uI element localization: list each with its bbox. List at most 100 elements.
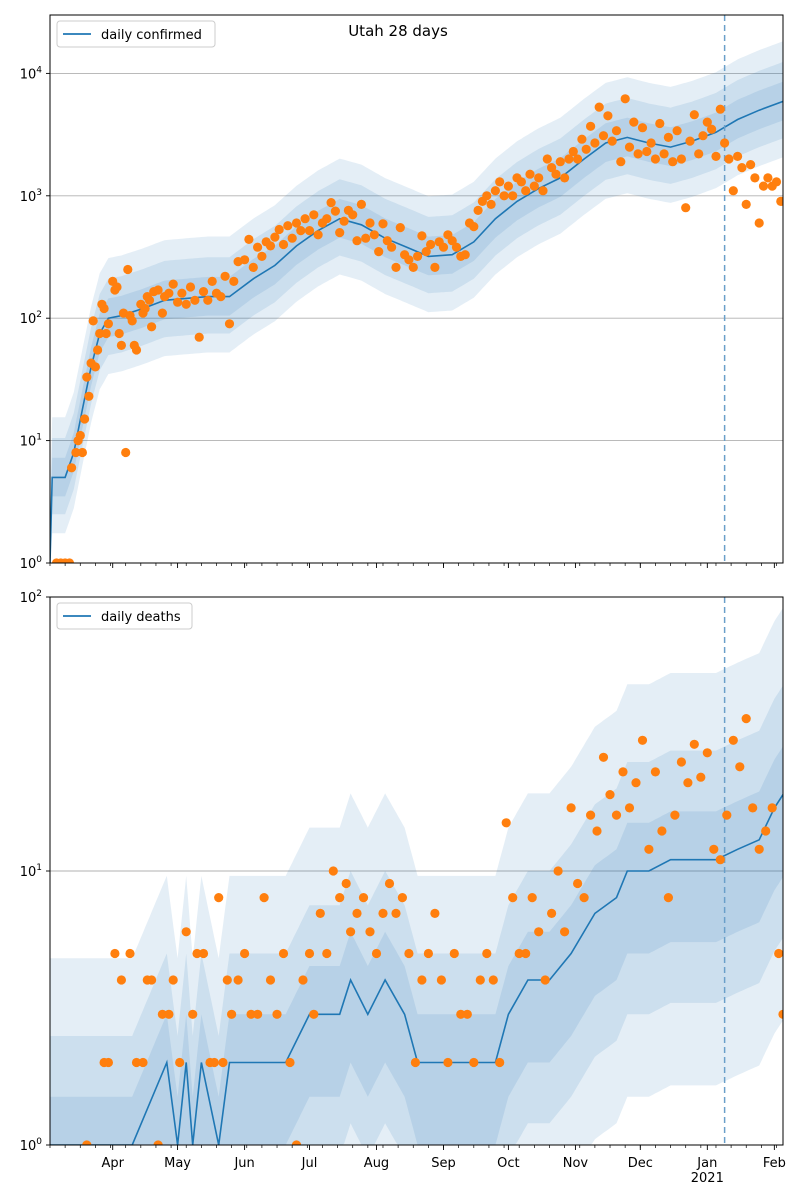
observed-point: [84, 391, 94, 401]
observed-point: [423, 948, 433, 959]
observed-point: [462, 1009, 472, 1019]
observed-point: [709, 844, 719, 854]
plot-area: [50, 15, 783, 563]
y-tick-base: 10: [20, 865, 37, 880]
observed-point: [198, 287, 209, 297]
observed-point: [553, 866, 563, 876]
observed-point: [771, 177, 782, 187]
observed-point: [426, 239, 436, 250]
observed-point: [304, 948, 315, 959]
observed-point: [116, 340, 126, 350]
observed-point: [209, 1057, 219, 1068]
observed-point: [637, 735, 648, 745]
observed-point: [456, 1009, 466, 1019]
observed-point: [521, 948, 531, 959]
observed-point: [315, 908, 325, 919]
observed-point: [216, 292, 226, 302]
observed-point: [285, 1057, 295, 1068]
observed-point: [650, 767, 661, 777]
observed-point: [514, 948, 524, 959]
observed-point: [469, 1057, 479, 1068]
observed-point: [603, 111, 613, 121]
observed-point: [387, 242, 397, 252]
y-tick-label: 101: [20, 863, 42, 880]
observed-point: [157, 308, 167, 318]
observed-point: [761, 826, 771, 836]
observed-point: [131, 345, 142, 355]
observed-point: [676, 154, 687, 164]
observed-point: [265, 975, 276, 985]
observed-point: [404, 948, 414, 959]
observed-point: [112, 282, 122, 292]
observed-point: [594, 102, 604, 112]
y-tick-label: 100: [20, 555, 43, 572]
observed-point: [185, 282, 196, 292]
observed-point: [203, 295, 213, 305]
observed-point: [534, 927, 544, 937]
observed-point: [90, 362, 100, 372]
observed-point: [568, 146, 578, 157]
observed-point: [114, 328, 124, 339]
model-line: [50, 794, 783, 1145]
observed-point: [646, 138, 656, 148]
observed-point: [378, 908, 388, 919]
observed-point: [391, 262, 401, 272]
observed-point: [490, 186, 500, 196]
observed-point: [624, 803, 635, 813]
observed-point: [436, 975, 446, 985]
observed-point: [309, 1009, 319, 1019]
observed-point: [177, 288, 187, 298]
observed-point: [233, 975, 243, 985]
observed-point: [633, 149, 643, 159]
observed-point: [222, 975, 232, 985]
observed-point: [298, 975, 308, 985]
observed-point: [291, 1140, 302, 1145]
observed-point: [339, 216, 349, 226]
observed-point: [438, 242, 449, 252]
observed-point: [707, 124, 717, 134]
model-line: [50, 100, 783, 563]
observed-point: [702, 748, 712, 758]
observed-point: [657, 826, 667, 836]
y-tick-exponent: 0: [36, 555, 42, 565]
observed-point: [101, 328, 111, 339]
observed-point: [253, 242, 263, 252]
observed-point: [153, 1140, 163, 1145]
observed-point: [758, 181, 769, 191]
observed-point: [270, 232, 280, 242]
observed-point: [577, 134, 587, 144]
observed-point: [110, 948, 120, 959]
observed-point: [164, 288, 174, 298]
plot-area: [50, 597, 783, 1145]
observed-point: [127, 316, 137, 326]
observed-point: [579, 893, 589, 903]
observed-point: [259, 893, 269, 903]
observed-point: [229, 276, 239, 286]
observed-point: [754, 218, 764, 228]
legend: daily deaths: [56, 602, 193, 630]
y-tick-base: 10: [20, 557, 37, 572]
y-tick-label: 101: [20, 433, 42, 450]
observed-point: [616, 157, 626, 167]
observed-point: [659, 149, 669, 159]
y-tick-base: 10: [20, 591, 37, 606]
y-tick-exponent: 1: [36, 433, 42, 443]
observed-point: [642, 146, 652, 157]
observed-point: [508, 893, 518, 903]
observed-point: [586, 810, 596, 820]
observed-point: [689, 739, 699, 749]
observed-point: [384, 878, 395, 889]
observed-point: [430, 908, 440, 919]
observed-point: [322, 214, 332, 224]
observed-point: [668, 157, 678, 167]
observed-point: [164, 1009, 174, 1019]
observed-point: [449, 948, 459, 959]
y-tick-exponent: 2: [36, 589, 42, 599]
observed-point: [495, 177, 505, 187]
observed-point: [77, 447, 87, 458]
observed-point: [173, 297, 183, 307]
y-tick-label: 104: [20, 65, 43, 82]
x-tick-label: Feb: [763, 1156, 786, 1171]
observed-point: [93, 345, 103, 355]
